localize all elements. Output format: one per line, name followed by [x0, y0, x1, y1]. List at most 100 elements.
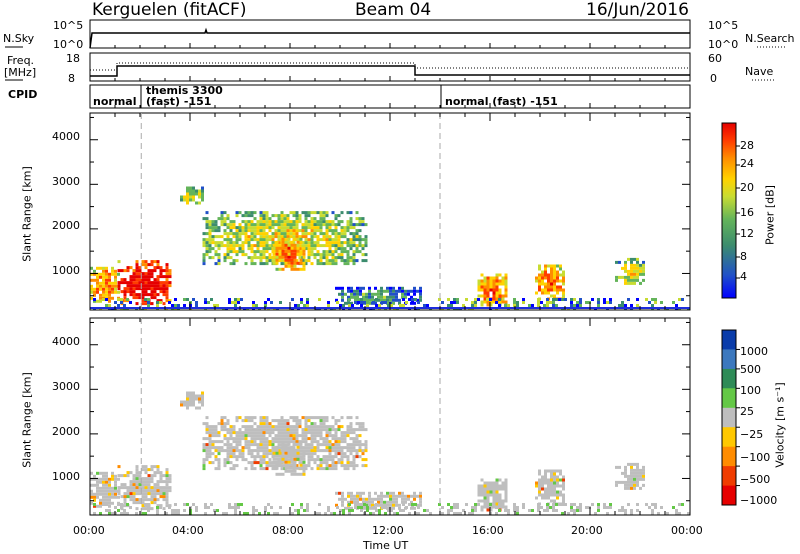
velocity-cell: [268, 425, 272, 429]
velocity-cell: [265, 422, 269, 426]
velocity-cell: [232, 452, 236, 456]
velocity-cell: [538, 490, 541, 494]
power-cell: [630, 269, 633, 273]
power-cell: [310, 220, 314, 224]
velocity-cell: [355, 434, 359, 438]
power-cell: [208, 241, 212, 245]
power-cell: [120, 281, 124, 285]
power-cell: [271, 235, 275, 239]
power-cell: [259, 250, 263, 254]
power-cell: [346, 250, 350, 254]
power-cell: [102, 290, 105, 294]
velocity-noise-cell: [306, 503, 309, 506]
velocity-cell: [356, 494, 359, 498]
velocity-cell: [268, 449, 272, 453]
velocity-cell: [99, 477, 102, 481]
velocity-cell: [346, 464, 350, 468]
power-cell: [325, 235, 329, 239]
velocity-cell: [217, 452, 221, 456]
power-cell: [292, 211, 296, 215]
power-cell: [235, 211, 239, 215]
power-cell: [361, 238, 365, 242]
power-cell: [325, 214, 329, 218]
velocity-cell: [265, 461, 269, 465]
power-cell: [229, 232, 233, 236]
power-cell: [627, 281, 630, 285]
velocity-cell: [374, 506, 377, 510]
velocity-cell: [483, 499, 487, 503]
power-cell: [280, 226, 284, 230]
velocity-noise-cell: [630, 509, 633, 512]
velocity-cell: [283, 419, 287, 423]
velocity-cell: [290, 466, 294, 470]
velocity-cell: [316, 464, 320, 468]
velocity-noise-cell: [549, 506, 552, 509]
power-cell: [386, 289, 389, 293]
power-cell: [562, 279, 565, 283]
power-cell: [283, 223, 287, 227]
velocity-cell: [262, 431, 266, 435]
velocity-cell: [343, 452, 347, 456]
power-cell: [280, 211, 284, 215]
velocity-cell: [93, 495, 96, 499]
power-cell: [483, 297, 487, 301]
power-cell: [241, 250, 245, 254]
power-noise-cell: [651, 298, 654, 301]
velocity-noise-cell: [537, 509, 540, 512]
power-cell: [262, 250, 266, 254]
power-noise-cell: [555, 298, 558, 301]
power-cell: [153, 284, 157, 288]
power-noise-cell: [375, 298, 378, 301]
power-noise-cell: [537, 301, 540, 304]
velocity-cell: [102, 498, 105, 502]
power-cell: [307, 214, 311, 218]
velocity-cell: [313, 440, 317, 444]
velocity-cell: [538, 472, 541, 476]
velocity-cell: [349, 461, 353, 465]
power-cell: [226, 214, 230, 218]
velocity-cell: [205, 416, 209, 420]
velocity-cell: [165, 474, 169, 478]
velocity-cell: [389, 503, 392, 507]
power-cell: [189, 189, 192, 193]
velocity-cell: [328, 449, 332, 453]
velocity-cell: [355, 449, 359, 453]
power-cell: [96, 275, 99, 279]
velocity-cell: [229, 449, 233, 453]
velocity-cell: [117, 477, 120, 481]
velocity-cell: [630, 477, 633, 481]
power-cell: [310, 250, 314, 254]
power-cell: [401, 286, 404, 290]
power-cell: [159, 284, 163, 288]
velocity-cell: [223, 434, 227, 438]
velocity-cell: [395, 494, 398, 498]
velocity-cell: [153, 486, 157, 490]
power-noise-cell: [147, 298, 150, 301]
power-cell: [244, 262, 248, 266]
power-cell: [126, 290, 130, 294]
velocity-cell: [159, 486, 163, 490]
velocity-cell: [135, 507, 139, 511]
power-cell: [483, 288, 487, 292]
velocity-cell: [352, 458, 356, 462]
power-cell: [114, 278, 117, 282]
power-cell: [343, 250, 347, 254]
power-noise-cell: [252, 301, 255, 304]
velocity-cell: [299, 472, 303, 476]
velocity-cell: [159, 480, 163, 484]
velocity-cell: [265, 419, 269, 423]
velocity-cell: [340, 440, 344, 444]
velocity-cell: [353, 494, 356, 498]
power-noise-cell: [489, 298, 492, 301]
velocity-cell: [355, 422, 359, 426]
power-cell: [325, 250, 329, 254]
velocity-cell: [295, 425, 299, 429]
power-cell: [278, 246, 282, 250]
power-cell: [278, 252, 282, 256]
velocity-cell: [129, 498, 133, 502]
velocity-noise-cell: [609, 506, 612, 509]
velocity-noise-cell: [267, 512, 270, 515]
power-noise-cell: [108, 304, 111, 307]
velocity-cell: [538, 478, 541, 482]
velocity-cell: [238, 434, 242, 438]
